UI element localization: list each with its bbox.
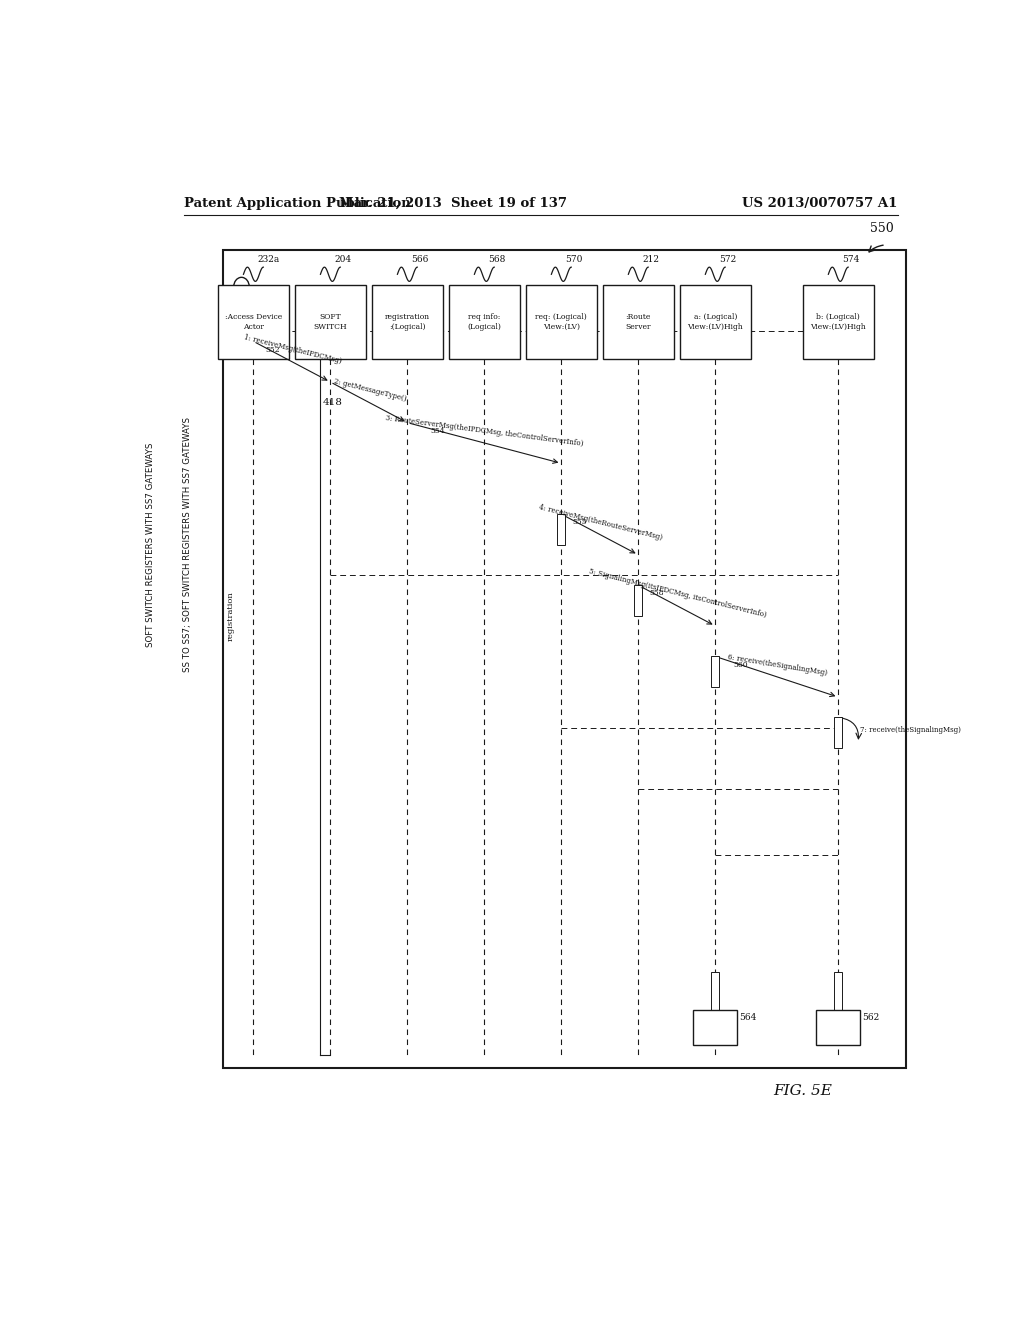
- Bar: [218, 285, 289, 359]
- Bar: [557, 513, 565, 545]
- Text: 5: SignalingMsg(itsIPDCMsg, itsControlServerInfo): 5: SignalingMsg(itsIPDCMsg, itsControlSe…: [588, 568, 767, 619]
- Text: :Access Device
Actor: :Access Device Actor: [224, 313, 282, 330]
- Bar: [803, 285, 873, 359]
- Text: 550: 550: [870, 222, 894, 235]
- Bar: [223, 249, 905, 1068]
- Bar: [835, 972, 843, 1012]
- Text: Patent Application Publication: Patent Application Publication: [183, 197, 411, 210]
- Bar: [712, 656, 719, 686]
- Text: 554: 554: [430, 426, 445, 434]
- Text: 566: 566: [412, 255, 429, 264]
- Text: a: (Logical)
View:(LV)High: a: (Logical) View:(LV)High: [687, 313, 743, 330]
- Bar: [835, 718, 843, 748]
- Text: SS TO SS7; SOFT SWITCH REGISTERS WITH SS7 GATEWAYS: SS TO SS7; SOFT SWITCH REGISTERS WITH SS…: [183, 417, 193, 672]
- Bar: [449, 285, 520, 359]
- Text: 212: 212: [642, 255, 659, 264]
- Bar: [295, 285, 367, 359]
- Text: 204: 204: [334, 255, 351, 264]
- Text: 6: receive(theSignalingMsg): 6: receive(theSignalingMsg): [727, 652, 827, 677]
- Text: SOFT
SWITCH: SOFT SWITCH: [313, 313, 347, 330]
- Text: 558: 558: [650, 590, 665, 598]
- Text: 232a: 232a: [257, 255, 280, 264]
- Text: req info:
(Logical): req info: (Logical): [467, 313, 502, 330]
- Text: 4: receiveMsg(theRouteServerMsg): 4: receiveMsg(theRouteServerMsg): [539, 503, 664, 541]
- Text: 574: 574: [842, 255, 859, 264]
- Text: 568: 568: [488, 255, 506, 264]
- Bar: [680, 285, 751, 359]
- Text: 560: 560: [734, 660, 749, 669]
- Bar: [602, 285, 674, 359]
- Text: 562: 562: [862, 1014, 880, 1022]
- Text: 7: receive(theSignalingMsg): 7: receive(theSignalingMsg): [860, 726, 961, 734]
- Bar: [712, 972, 719, 1012]
- Text: registration
:(Logical): registration :(Logical): [385, 313, 430, 330]
- Text: 1: receiveMsg(theIPDCMsg): 1: receiveMsg(theIPDCMsg): [243, 334, 342, 366]
- Text: 2: getMessageType(): 2: getMessageType(): [333, 378, 407, 403]
- Text: b: (Logical)
View:(LV)High: b: (Logical) View:(LV)High: [810, 313, 866, 330]
- Text: 564: 564: [739, 1014, 757, 1022]
- Text: 3: RouteServerMsg(theIPDCMsg, theControlServerInfo): 3: RouteServerMsg(theIPDCMsg, theControl…: [385, 414, 585, 447]
- Text: Mar. 21, 2013  Sheet 19 of 137: Mar. 21, 2013 Sheet 19 of 137: [339, 197, 567, 210]
- Text: 552: 552: [265, 346, 280, 354]
- Bar: [816, 1010, 860, 1045]
- Text: 572: 572: [719, 255, 736, 264]
- Bar: [693, 1010, 737, 1045]
- Text: 418: 418: [323, 397, 342, 407]
- Text: 570: 570: [565, 255, 583, 264]
- Bar: [634, 585, 642, 615]
- Bar: [372, 285, 443, 359]
- Text: req: (Logical)
View:(LV): req: (Logical) View:(LV): [536, 313, 587, 330]
- Text: US 2013/0070757 A1: US 2013/0070757 A1: [742, 197, 898, 210]
- Text: :Route
Server: :Route Server: [626, 313, 651, 330]
- Text: 555: 555: [572, 519, 588, 527]
- Text: SOFT SWITCH REGISTERS WITH SS7 GATEWAYS: SOFT SWITCH REGISTERS WITH SS7 GATEWAYS: [145, 442, 155, 647]
- Bar: [525, 285, 597, 359]
- Text: FIG. 5E: FIG. 5E: [773, 1085, 831, 1098]
- Text: registration: registration: [227, 591, 236, 640]
